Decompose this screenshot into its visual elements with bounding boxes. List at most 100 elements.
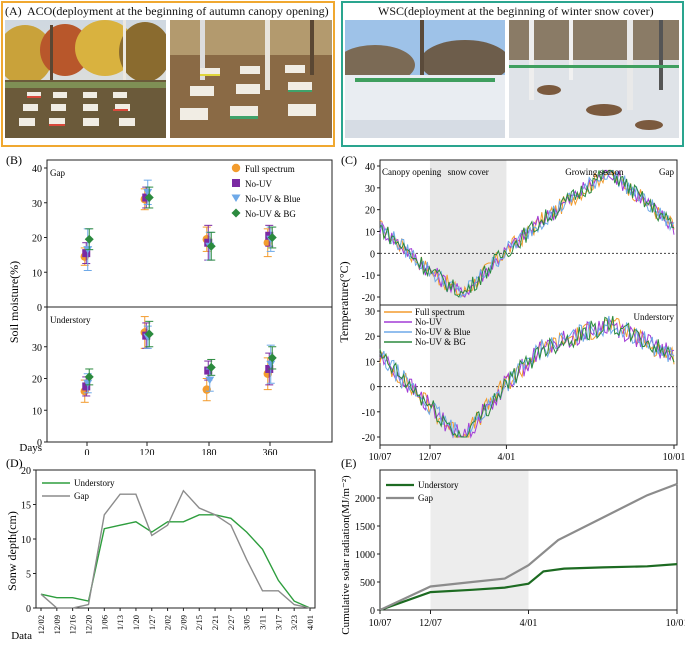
photo-autumn-closeup: [170, 20, 332, 138]
y-tick-label: 10: [32, 268, 42, 279]
legend-marker: [231, 163, 241, 173]
x-tick-label: 10/07: [369, 618, 392, 629]
x-tick-label: 4/01: [305, 615, 315, 630]
y-tick-label: 0: [370, 249, 375, 260]
subplot-title: Understory: [634, 312, 675, 322]
panel-e-label: (E): [341, 456, 356, 470]
y-tick-label: 40: [365, 162, 375, 173]
x-tick-label: 12/07: [419, 452, 442, 463]
panel-d-xlabel: Data: [11, 630, 32, 642]
y-tick-label: 0: [370, 383, 375, 394]
radiation-line: [379, 563, 678, 612]
x-tick-label: 0: [85, 448, 90, 455]
y-tick-label: 5: [26, 570, 31, 581]
x-tick-label: 2/02: [163, 615, 173, 630]
data-point: [84, 372, 94, 382]
panel-c-ylabel: Temperature(°C): [337, 261, 351, 342]
y-tick-label: 20: [21, 466, 31, 477]
snow-depth-line: [40, 514, 311, 609]
y-tick-label: 20: [365, 206, 375, 217]
panel-d-label: (D): [6, 456, 23, 470]
panel-c-temperature-chart: -20 -10 0 10 20 30 40 Gap -20 -10 0 10 20 30 Understor…: [337, 153, 685, 463]
legend-label: No-UV: [245, 179, 272, 189]
x-tick-label: 10/01: [663, 452, 685, 463]
x-tick-label: 1/13: [115, 615, 125, 630]
y-tick-label: -20: [362, 433, 375, 444]
legend-marker: [231, 194, 241, 202]
photo-winter-closeup: [509, 20, 679, 138]
x-tick-label: 2/15: [194, 615, 204, 630]
wsc-title: WSC(deployment at the beginning of winte…: [378, 4, 654, 18]
y-tick-label: -10: [362, 408, 375, 419]
y-tick-label: 30: [32, 343, 42, 354]
data-point: [144, 329, 154, 339]
legend-label: No-UV & Blue: [415, 327, 470, 337]
y-tick-label: 10: [32, 406, 42, 417]
panel-d-snow-depth-chart: 0 5 10 15 20 Understory Gap 12/02 12/09 12/16 12/2…: [5, 456, 316, 642]
x-tick-label: 180: [202, 448, 217, 455]
data-point: [267, 233, 277, 242]
subplot-title: Gap: [659, 167, 674, 177]
temperature-series-line: [379, 317, 675, 439]
snow-depth-line: [40, 489, 311, 609]
data-point: [202, 385, 211, 394]
subplot-title: Understory: [50, 315, 91, 325]
legend-label: Full spectrum: [415, 307, 465, 317]
x-tick-label: 1/06: [99, 615, 109, 630]
data-point: [83, 379, 93, 388]
data-point: [266, 360, 276, 369]
x-tick-label: 10/01: [666, 618, 685, 629]
x-tick-label: 12/09: [52, 615, 62, 634]
data-point: [144, 193, 154, 203]
x-tick-label: 12/20: [83, 615, 93, 634]
period-label: snow cover: [448, 167, 489, 177]
aco-title: ACO(deployment at the beginning of autum…: [27, 4, 329, 18]
legend-label: No-UV & BG: [245, 209, 296, 219]
y-tick-label: 30: [365, 307, 375, 318]
y-tick-label: 0: [37, 438, 42, 449]
x-tick-label: 3/05: [242, 615, 252, 630]
legend-label: No-UV & Blue: [245, 194, 300, 204]
temperature-series-line: [379, 315, 675, 439]
y-tick-label: 2000: [355, 494, 375, 505]
legend-label: Understory: [74, 478, 115, 488]
panel-b-xlabel: Days: [19, 442, 42, 454]
legend-marker: [232, 179, 240, 187]
panel-b-frame: [46, 159, 333, 443]
x-tick-label: 4/01: [498, 452, 516, 463]
y-tick-label: -20: [362, 293, 375, 304]
legend-label: Gap: [418, 493, 433, 503]
subplot-title: Gap: [50, 168, 65, 178]
y-tick-label: 20: [32, 375, 42, 386]
photo-autumn-plots: [5, 20, 166, 138]
y-tick-label: 0: [370, 606, 375, 617]
legend-label: No-UV & BG: [415, 337, 466, 347]
y-tick-label: 40: [32, 164, 42, 175]
panel-e-solar-radiation-chart: 0 500 1000 1500 2000 Understory Gap 10/07 12/07 4…: [340, 456, 685, 635]
data-point: [82, 382, 91, 391]
x-tick-label: 2/21: [210, 615, 220, 630]
panel-c-label: (C): [341, 153, 357, 167]
y-tick-label: 15: [21, 501, 31, 512]
x-tick-label: 2/09: [178, 615, 188, 630]
y-tick-label: 30: [365, 184, 375, 195]
legend-label: Gap: [74, 491, 89, 501]
photo-winter-plots: [345, 20, 505, 138]
period-label: Canopy opening: [382, 167, 442, 177]
legend-label: Full spectrum: [245, 164, 295, 174]
data-point: [206, 241, 216, 251]
x-tick-label: 360: [263, 448, 278, 455]
wsc-frame: [341, 1, 684, 147]
y-tick-label: 10: [365, 357, 375, 368]
y-tick-label: 20: [365, 332, 375, 343]
y-tick-label: -10: [362, 271, 375, 282]
panel-c-frame: [379, 159, 678, 446]
panel-b-ylabel: Soil moisture(%): [7, 261, 21, 343]
panel-b-soil-moisture-chart: 0 10 20 30 40 Gap 0 10 20 30 Understory 0 120 180 360 F…: [6, 153, 333, 455]
y-tick-label: 500: [360, 578, 375, 589]
data-point: [143, 188, 153, 197]
y-tick-label: 30: [32, 199, 42, 210]
x-tick-label: 12/16: [68, 615, 78, 634]
data-point: [267, 353, 277, 363]
panel-a: (A) ACO(deployment at the beginning of a…: [0, 0, 685, 150]
